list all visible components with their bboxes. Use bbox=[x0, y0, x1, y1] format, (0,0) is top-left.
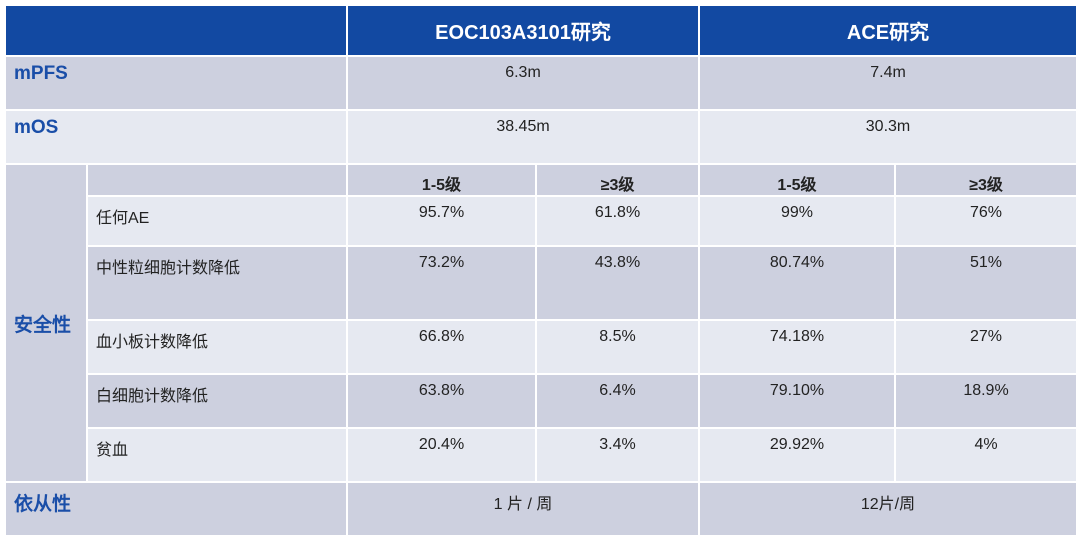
cell: 80.74% bbox=[698, 245, 896, 321]
cell: 20.4% bbox=[346, 427, 537, 483]
cell: 27% bbox=[893, 319, 1079, 375]
cell: 79.10% bbox=[698, 373, 896, 429]
subheader: 1-5级 bbox=[346, 163, 537, 197]
ae-name: 血小板计数降低 bbox=[86, 319, 348, 375]
cell: 43.8% bbox=[535, 245, 700, 321]
safety-subheader-row: 安全性 1-5级 ≥3级 1-5级 ≥3级 bbox=[4, 163, 1079, 483]
cell: 74.18% bbox=[698, 319, 896, 375]
cell: 73.2% bbox=[346, 245, 537, 321]
comparison-table: EOC103A3101研究 ACE研究 mPFS 6.3m 7.4m mOS 3… bbox=[4, 4, 1079, 537]
ae-name: 中性粒细胞计数降低 bbox=[86, 245, 348, 321]
row-label: 安全性 bbox=[4, 163, 88, 483]
table-row: mPFS 6.3m 7.4m bbox=[4, 55, 1079, 111]
cell: 18.9% bbox=[893, 373, 1079, 429]
subheader: ≥3级 bbox=[893, 163, 1079, 197]
cell: 63.8% bbox=[346, 373, 537, 429]
table-row: 贫血 20.4% 3.4% 29.92% 4% bbox=[5, 427, 1079, 483]
cell: 66.8% bbox=[346, 319, 537, 375]
cell: 3.4% bbox=[535, 427, 700, 483]
header-empty bbox=[4, 4, 348, 57]
row-label: mPFS bbox=[4, 55, 348, 111]
cell: 7.4m bbox=[697, 55, 1079, 111]
cell: 29.92% bbox=[698, 427, 896, 483]
header-ace: ACE研究 bbox=[697, 4, 1079, 57]
cell: 76% bbox=[893, 195, 1079, 247]
table-row: 血小板计数降低 66.8% 8.5% 74.18% 27% bbox=[5, 319, 1079, 375]
cell bbox=[86, 163, 348, 197]
cell: 12片/周 bbox=[697, 481, 1079, 537]
cell: 6.4% bbox=[535, 373, 700, 429]
cell: 51% bbox=[893, 245, 1079, 321]
table-row: 依从性 1 片 / 周 12片/周 bbox=[4, 481, 1079, 537]
header-row: EOC103A3101研究 ACE研究 bbox=[4, 4, 1079, 57]
ae-name: 贫血 bbox=[86, 427, 348, 483]
ae-name: 白细胞计数降低 bbox=[86, 373, 348, 429]
cell: 8.5% bbox=[535, 319, 700, 375]
row-label: 依从性 bbox=[4, 481, 348, 537]
header-eoc: EOC103A3101研究 bbox=[346, 4, 700, 57]
cell: 1 片 / 周 bbox=[346, 481, 700, 537]
table-row: 中性粒细胞计数降低 73.2% 43.8% 80.74% 51% bbox=[5, 245, 1079, 321]
cell: 38.45m bbox=[346, 109, 700, 165]
cell: 99% bbox=[698, 195, 896, 247]
table-row: mOS 38.45m 30.3m bbox=[4, 109, 1079, 165]
cell: 30.3m bbox=[697, 109, 1079, 165]
table-row: 任何AE 95.7% 61.8% 99% 76% bbox=[5, 195, 1079, 247]
cell: 95.7% bbox=[346, 195, 537, 247]
cell: 6.3m bbox=[346, 55, 700, 111]
cell: 4% bbox=[893, 427, 1079, 483]
cell: 61.8% bbox=[535, 195, 700, 247]
table-row: 白细胞计数降低 63.8% 6.4% 79.10% 18.9% bbox=[5, 373, 1079, 429]
subheader: 1-5级 bbox=[698, 163, 896, 197]
ae-name: 任何AE bbox=[86, 195, 348, 247]
row-label: mOS bbox=[4, 109, 348, 165]
subheader: ≥3级 bbox=[535, 163, 700, 197]
